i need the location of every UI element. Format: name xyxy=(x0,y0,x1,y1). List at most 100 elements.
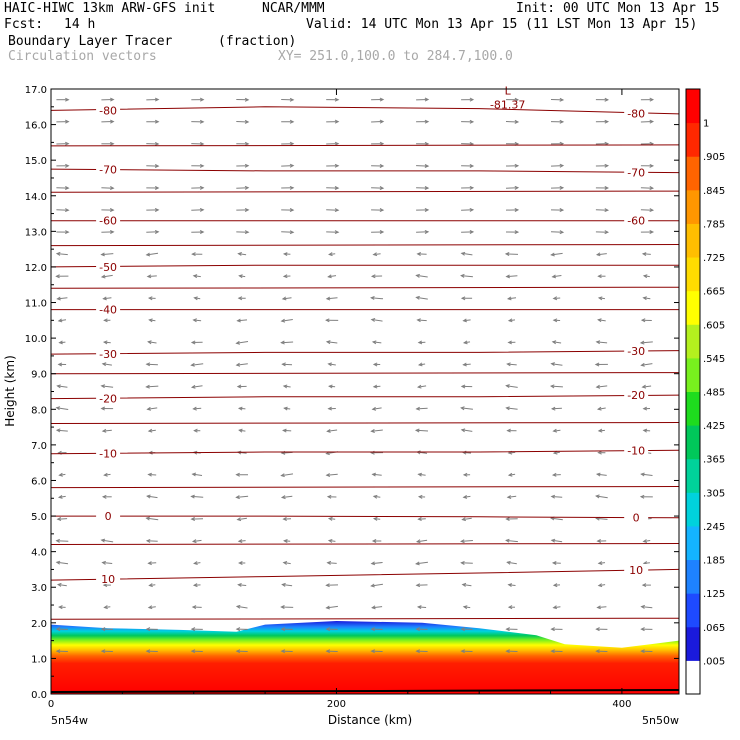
vector-arrow-250 xyxy=(595,472,607,477)
vector-shaft xyxy=(281,341,294,344)
vector-head xyxy=(372,362,378,367)
vector-head xyxy=(416,384,422,389)
vector-shaft xyxy=(551,517,563,521)
org-label: NCAR/MMM xyxy=(262,1,325,16)
vector-arrow-269 xyxy=(190,517,204,521)
vector-arrow-169 xyxy=(101,362,112,367)
vector-arrow-42 xyxy=(56,163,70,168)
vector-shaft xyxy=(102,363,112,366)
vector-arrow-243 xyxy=(280,473,294,478)
vector-head xyxy=(190,384,196,389)
vector-shaft xyxy=(641,363,653,366)
vector-head xyxy=(56,582,62,587)
vector-head xyxy=(281,362,286,367)
y-tick-label: 17.0 xyxy=(25,85,47,96)
vector-shaft xyxy=(148,429,156,432)
vector-arrow-216 xyxy=(326,428,338,433)
vector-shaft xyxy=(192,473,203,476)
vector-head xyxy=(147,472,152,477)
colorbar-swatch xyxy=(686,458,700,493)
vector-arrow-136 xyxy=(506,296,517,301)
vector-head xyxy=(550,627,555,632)
vector-head xyxy=(506,495,512,499)
vector-head xyxy=(244,230,250,235)
vector-head xyxy=(145,516,150,521)
vector-arrow-154 xyxy=(58,340,66,345)
contour-label: -30 xyxy=(99,348,117,361)
annotations: L -81.37 xyxy=(490,84,525,111)
vector-arrow-47 xyxy=(281,163,295,168)
colorbar-label: .785 xyxy=(703,219,725,230)
vector-shaft xyxy=(193,319,202,322)
vector-shaft xyxy=(462,584,472,587)
vector-head xyxy=(327,516,333,521)
vector-shaft xyxy=(416,296,428,300)
vector-arrow-51 xyxy=(461,163,475,168)
vector-shaft xyxy=(326,297,338,300)
overlay-name: Circulation vectors xyxy=(8,49,157,64)
vector-head xyxy=(199,207,205,212)
vector-shaft xyxy=(101,539,114,543)
vector-arrow-141 xyxy=(103,318,111,323)
vector-arrow-258 xyxy=(326,494,337,499)
vector-head xyxy=(103,472,108,477)
vector-head xyxy=(417,340,423,345)
vector-arrow-323 xyxy=(103,605,111,610)
colorbar-label: .665 xyxy=(703,287,725,298)
vector-arrow-65 xyxy=(461,185,475,190)
vector-arrow-131 xyxy=(281,296,292,301)
vector-head xyxy=(552,428,558,433)
vector-arrow-178 xyxy=(506,362,517,367)
y-tick-label: 15.0 xyxy=(25,156,47,167)
vector-head xyxy=(154,229,160,234)
vector-arrow-89 xyxy=(281,230,295,235)
vector-head xyxy=(64,208,70,213)
vector-head xyxy=(191,539,197,544)
vector-arrow-11 xyxy=(550,97,565,102)
vector-arrow-265 xyxy=(639,494,653,499)
vector-arrow-126 xyxy=(56,296,68,301)
vector-head xyxy=(235,472,240,477)
vector-head xyxy=(550,494,556,499)
y-axis-title: Height (km) xyxy=(3,355,17,426)
vector-arrow-301 xyxy=(370,561,383,566)
vector-head xyxy=(424,119,430,124)
vector-arrow-62 xyxy=(326,186,340,190)
vector-head xyxy=(559,97,565,102)
circulation-vectors xyxy=(55,97,655,654)
vector-arrow-249 xyxy=(551,472,561,477)
vector-arrow-144 xyxy=(236,318,248,323)
y-tick-label: 16.0 xyxy=(25,121,47,132)
vector-arrow-325 xyxy=(191,605,202,610)
vector-arrow-170 xyxy=(145,362,158,367)
vector-arrow-331 xyxy=(462,605,471,610)
vector-head xyxy=(649,97,655,102)
vector-head xyxy=(147,605,153,610)
vector-arrow-61 xyxy=(281,185,295,190)
vector-arrow-59 xyxy=(191,185,205,190)
y-tick-label: 14.0 xyxy=(25,192,47,203)
vector-arrow-189 xyxy=(372,384,381,389)
vector-shaft xyxy=(597,473,607,476)
vector-arrow-356 xyxy=(325,649,338,654)
vector-shaft xyxy=(282,584,293,587)
vector-arrow-116 xyxy=(238,274,246,279)
colorbar-swatch xyxy=(686,559,700,594)
vector-arrow-75 xyxy=(281,208,295,213)
vector-arrow-300 xyxy=(326,560,337,565)
vector-head xyxy=(109,186,115,191)
vector-arrow-71 xyxy=(101,208,115,213)
vector-arrow-205 xyxy=(460,406,473,411)
vector-arrow-110 xyxy=(595,252,607,257)
vector-arrow-44 xyxy=(146,164,160,168)
vector-arrow-140 xyxy=(57,318,67,323)
vector-shaft xyxy=(282,363,293,366)
vector-shaft xyxy=(191,363,204,366)
contour-line-6 xyxy=(51,264,679,268)
vector-arrow-350 xyxy=(55,649,68,654)
vector-head xyxy=(462,340,468,345)
vector-shaft xyxy=(191,495,204,498)
vector-head xyxy=(514,119,520,124)
vector-shaft xyxy=(371,429,383,432)
vector-arrow-294 xyxy=(55,560,69,565)
